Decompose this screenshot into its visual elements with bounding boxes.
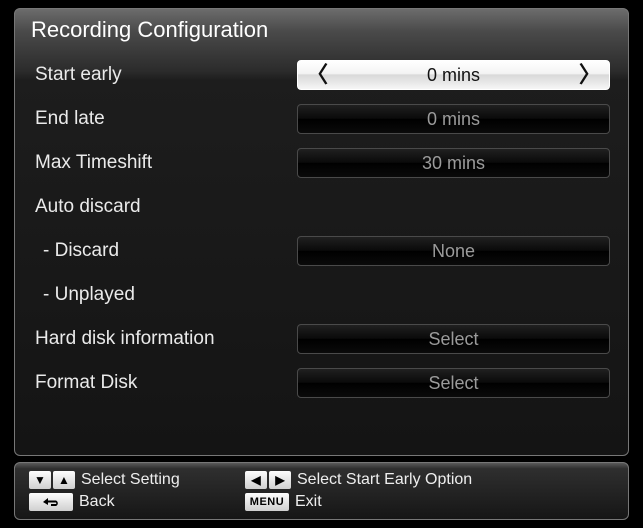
left-key-icon: ◀ xyxy=(245,471,267,489)
main-panel: Recording Configuration Start early 〈 0 mi… xyxy=(14,8,629,456)
left-right-keys: ◀ ▶ xyxy=(245,471,291,489)
hint-select-option-text: Select Start Early Option xyxy=(297,471,472,489)
end-late-value: 0 mins xyxy=(427,109,480,130)
format-disk-label: Format Disk xyxy=(35,372,297,394)
auto-discard-header-label: Auto discard xyxy=(35,196,297,218)
menu-key: MENU xyxy=(245,493,289,511)
footer-hints: ▼ ▲ Select Setting ◀ ▶ Select Start Earl… xyxy=(14,462,629,520)
hint-back: Back xyxy=(29,493,239,511)
chevron-left-icon[interactable]: 〈 xyxy=(306,64,328,86)
row-auto-discard-header: Auto discard xyxy=(35,191,610,223)
row-start-early[interactable]: Start early 〈 0 mins 〉 xyxy=(35,59,610,91)
discard-option[interactable]: None xyxy=(297,236,610,266)
max-timeshift-option[interactable]: 30 mins xyxy=(297,148,610,178)
chevron-right-icon[interactable]: 〉 xyxy=(579,64,601,86)
hint-select-option: ◀ ▶ Select Start Early Option xyxy=(245,471,614,489)
row-unplayed-header: - Unplayed xyxy=(35,279,610,311)
start-early-option[interactable]: 〈 0 mins 〉 xyxy=(297,60,610,90)
up-key-icon: ▲ xyxy=(53,471,75,489)
settings-list: Start early 〈 0 mins 〉 End late 0 mins Max Tim… xyxy=(15,57,628,399)
max-timeshift-value: 30 mins xyxy=(422,153,485,174)
row-max-timeshift[interactable]: Max Timeshift 30 mins xyxy=(35,147,610,179)
back-arrow-icon xyxy=(39,496,63,508)
row-end-late[interactable]: End late 0 mins xyxy=(35,103,610,135)
hint-back-text: Back xyxy=(79,493,115,511)
discard-value: None xyxy=(432,241,475,262)
hint-exit-text: Exit xyxy=(295,493,322,511)
start-early-label: Start early xyxy=(35,64,297,86)
down-key-icon: ▼ xyxy=(29,471,51,489)
format-disk-option[interactable]: Select xyxy=(297,368,610,398)
end-late-option[interactable]: 0 mins xyxy=(297,104,610,134)
format-disk-value: Select xyxy=(428,373,478,394)
page-title: Recording Configuration xyxy=(15,9,628,57)
hard-disk-info-label: Hard disk information xyxy=(35,328,297,350)
back-key-icon xyxy=(29,493,73,511)
screen: Recording Configuration Start early 〈 0 mi… xyxy=(0,0,643,528)
hard-disk-info-value: Select xyxy=(428,329,478,350)
hint-exit: MENU Exit xyxy=(245,493,614,511)
row-format-disk[interactable]: Format Disk Select xyxy=(35,367,610,399)
hard-disk-info-option[interactable]: Select xyxy=(297,324,610,354)
end-late-label: End late xyxy=(35,108,297,130)
unplayed-header-label: - Unplayed xyxy=(35,284,297,306)
back-key xyxy=(29,493,73,511)
discard-label: - Discard xyxy=(35,240,297,262)
hint-select-setting-text: Select Setting xyxy=(81,471,180,489)
right-key-icon: ▶ xyxy=(269,471,291,489)
up-down-keys: ▼ ▲ xyxy=(29,471,75,489)
max-timeshift-label: Max Timeshift xyxy=(35,152,297,174)
row-discard[interactable]: - Discard None xyxy=(35,235,610,267)
start-early-value: 0 mins xyxy=(427,65,480,86)
row-hard-disk-info[interactable]: Hard disk information Select xyxy=(35,323,610,355)
menu-key-label: MENU xyxy=(245,493,289,511)
hint-select-setting: ▼ ▲ Select Setting xyxy=(29,471,239,489)
